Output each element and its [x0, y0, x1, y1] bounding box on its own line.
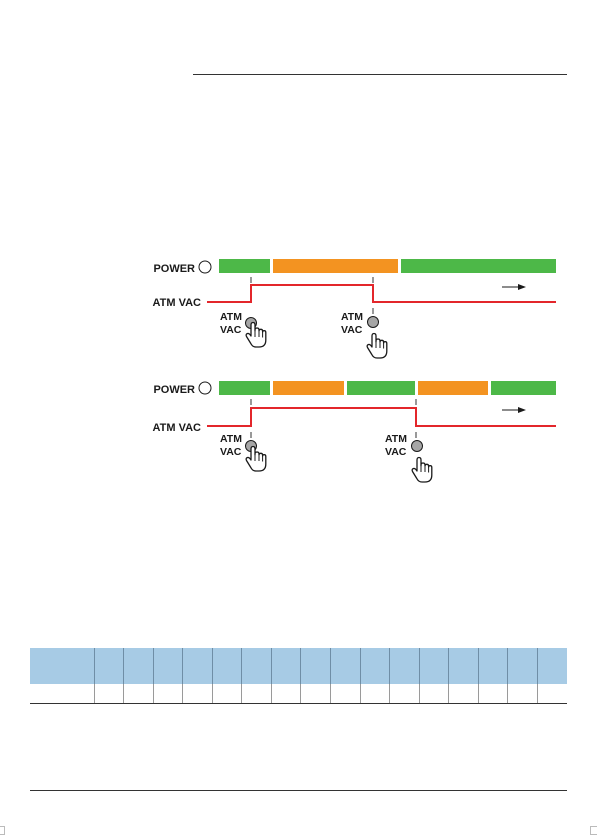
power-label: POWER — [153, 263, 195, 275]
hand-press-icon — [366, 332, 388, 359]
table-header-cell — [211, 648, 242, 684]
atm-label: ATM — [220, 433, 242, 445]
table-header-cell — [507, 648, 538, 684]
table-cell — [536, 684, 567, 703]
table-bottom-rule — [30, 703, 567, 704]
table-cell — [152, 684, 183, 703]
crop-mark — [0, 826, 5, 835]
hand-press-icon — [411, 456, 433, 483]
vac-label: VAC — [385, 446, 407, 458]
table-header-cell — [152, 648, 183, 684]
atm-vac-press-2: ATM VAC — [385, 432, 433, 483]
table-header-row — [30, 648, 567, 684]
power-segment-orange — [273, 259, 398, 273]
table-cell — [507, 684, 538, 703]
atm-label: ATM — [220, 311, 242, 323]
power-segment-green — [219, 381, 270, 395]
table-header-cell — [448, 648, 479, 684]
table-header-cell — [182, 648, 213, 684]
table-cell — [300, 684, 331, 703]
table-header-cell — [359, 648, 390, 684]
vac-label: VAC — [341, 324, 363, 336]
table-cell — [93, 684, 124, 703]
power-segment-green — [219, 259, 270, 273]
diagram-2: POWER ATM VAC ATM VAC ATM VAC — [153, 381, 556, 483]
top-rule — [193, 74, 567, 75]
atm-vac-press-1: ATM VAC — [220, 311, 267, 348]
vac-label: VAC — [220, 324, 242, 336]
vac-label: VAC — [220, 446, 242, 458]
power-segment-green — [491, 381, 556, 395]
atm-vac-label: ATM VAC — [153, 297, 202, 309]
table-cell — [359, 684, 390, 703]
power-segment-orange — [273, 381, 344, 395]
table-cell — [270, 684, 301, 703]
spec-table — [30, 648, 567, 703]
button-icon — [367, 316, 379, 328]
atm-vac-signal — [207, 284, 556, 303]
table-header-cell — [270, 648, 301, 684]
table-cell — [448, 684, 479, 703]
power-segment-green — [347, 381, 415, 395]
power-segment-green — [401, 259, 556, 273]
table-cell — [211, 684, 242, 703]
arrow-right-icon — [502, 284, 526, 290]
atm-label: ATM — [341, 311, 363, 323]
power-indicator-icon — [198, 260, 212, 274]
table-cell — [418, 684, 449, 703]
diagram-1: POWER ATM VAC ATM VAC ATM VAC — [153, 259, 556, 359]
power-indicator-icon — [198, 381, 212, 395]
table-header-cell — [389, 648, 420, 684]
table-header-cell — [418, 648, 449, 684]
button-icon — [411, 440, 423, 452]
table-cell — [123, 684, 154, 703]
table-header-cell — [30, 648, 94, 684]
table-header-cell — [477, 648, 508, 684]
table-cell — [30, 684, 94, 703]
atm-vac-press-1: ATM VAC — [220, 432, 267, 472]
arrow-right-icon — [502, 407, 526, 413]
atm-label: ATM — [385, 433, 407, 445]
table-cell — [389, 684, 420, 703]
table-header-cell — [93, 648, 124, 684]
table-row — [30, 684, 567, 703]
atm-vac-signal — [207, 407, 556, 427]
table-cell — [477, 684, 508, 703]
table-header-cell — [300, 648, 331, 684]
crop-mark — [590, 826, 597, 835]
table-cell — [241, 684, 272, 703]
table-cell — [182, 684, 213, 703]
bottom-rule — [30, 790, 567, 791]
power-label: POWER — [153, 384, 195, 396]
table-header-cell — [241, 648, 272, 684]
table-header-cell — [123, 648, 154, 684]
table-cell — [330, 684, 361, 703]
table-header-cell — [330, 648, 361, 684]
atm-vac-label: ATM VAC — [153, 422, 202, 434]
table-header-cell — [536, 648, 567, 684]
power-segment-orange — [418, 381, 488, 395]
atm-vac-press-2: ATM VAC — [341, 308, 388, 359]
